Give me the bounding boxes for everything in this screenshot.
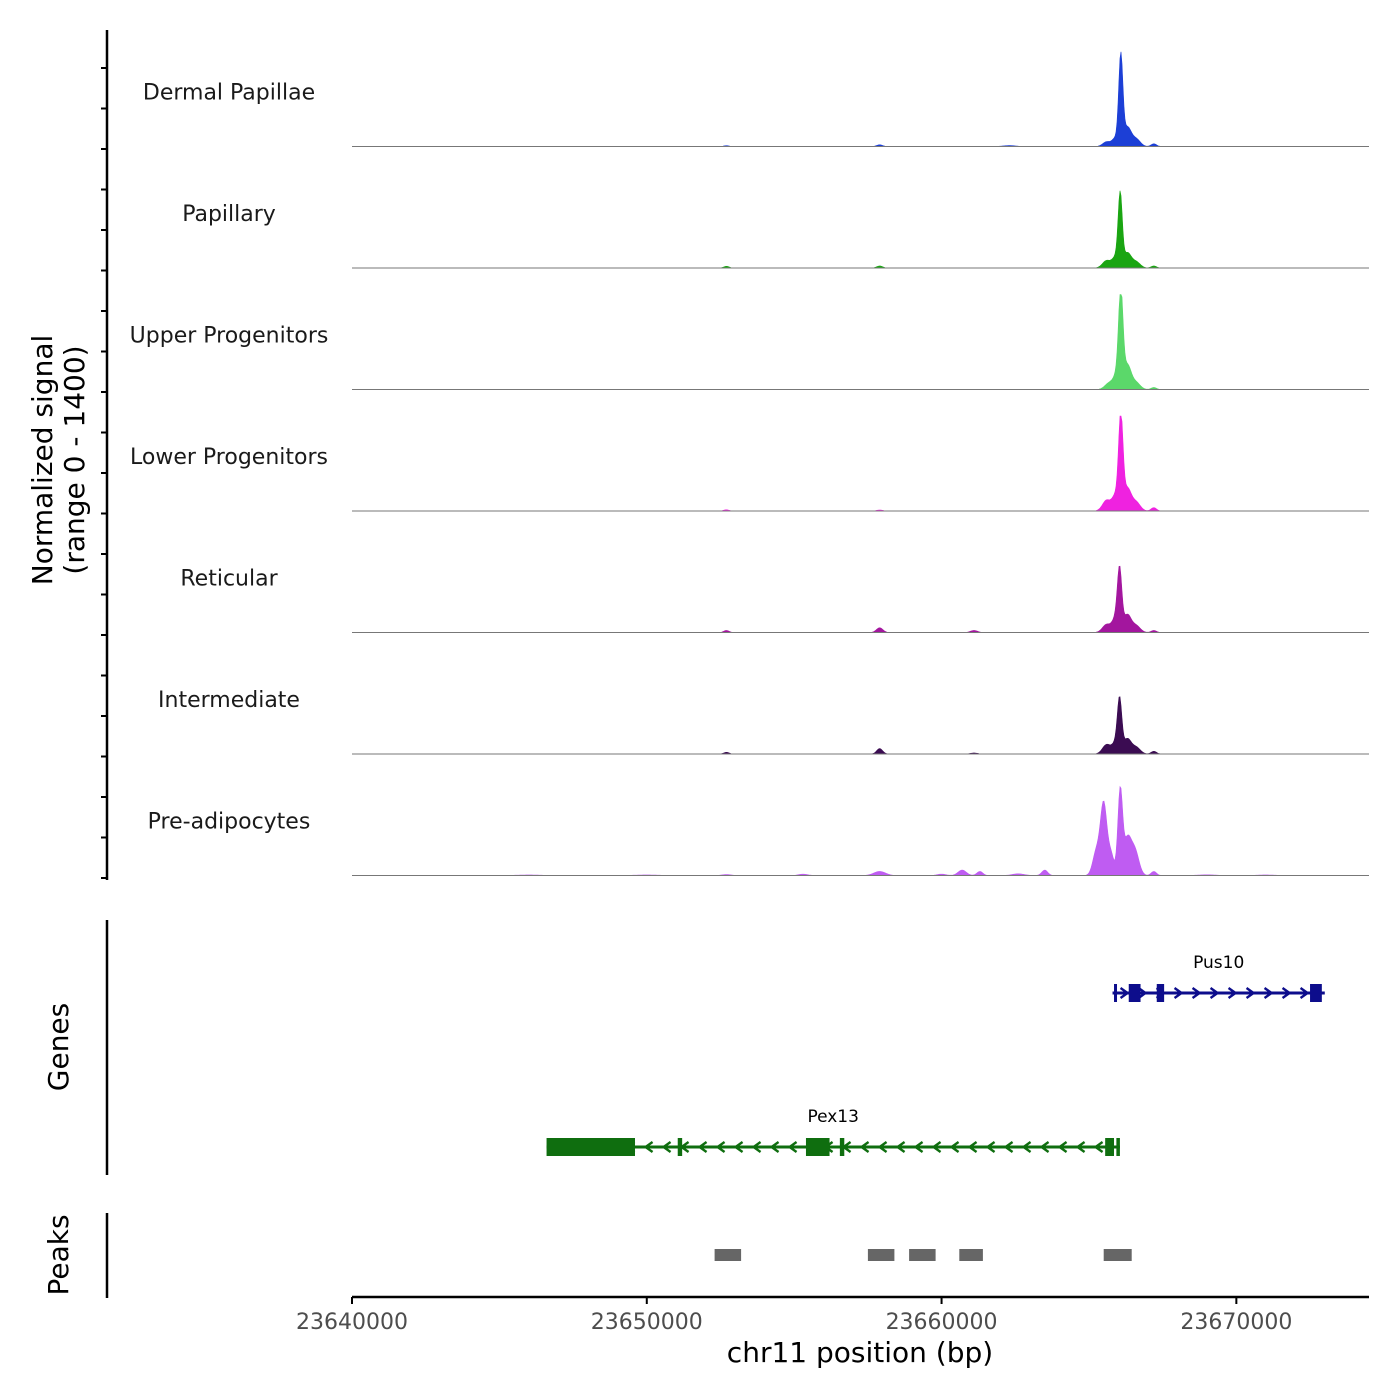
signal-track: Dermal Papillae: [143, 51, 1369, 147]
gene-pus10: Pus10: [1112, 953, 1325, 1002]
track-label: Dermal Papillae: [143, 81, 315, 106]
strand-arrow: [1191, 987, 1202, 999]
strand-arrow: [895, 1141, 906, 1153]
signal-area: [352, 190, 1369, 269]
x-axis: 23640000 23650000 23660000 23670000 chr11 p…: [296, 1295, 1369, 1369]
strand-arrow: [1299, 987, 1310, 999]
signal-area: [352, 696, 1369, 755]
y-axis-title-line2: (range 0 - 1400): [58, 345, 91, 574]
gene-exon: [1156, 984, 1165, 1002]
x-tick-label: 23670000: [1180, 1310, 1292, 1335]
strand-arrow: [715, 1141, 726, 1153]
signal-area: [352, 415, 1369, 512]
peak-region: [1103, 1249, 1132, 1261]
gene-exon: [1105, 1138, 1115, 1156]
peak-panel: Peaks: [42, 1213, 1132, 1298]
strand-arrow: [1137, 987, 1148, 999]
strand-arrow: [1093, 1141, 1104, 1153]
strand-arrow: [931, 1141, 942, 1153]
strand-arrow: [949, 1141, 960, 1153]
signal-track: Upper Progenitors: [130, 294, 1369, 390]
strand-arrow: [697, 1141, 708, 1153]
strand-arrow: [661, 1141, 672, 1153]
signal-track: Reticular: [180, 565, 1369, 633]
gene-exon: [546, 1138, 635, 1156]
gene-label: Pus10: [1193, 953, 1244, 973]
strand-arrow: [1003, 1141, 1014, 1153]
track-label: Lower Progenitors: [130, 445, 328, 470]
track-label: Reticular: [180, 567, 278, 592]
strand-arrow: [1263, 987, 1274, 999]
x-tick-label: 23660000: [886, 1310, 998, 1335]
track-label: Papillary: [182, 202, 276, 227]
strand-arrow: [1245, 987, 1256, 999]
peak-region: [909, 1249, 936, 1261]
strand-arrow: [913, 1141, 924, 1153]
track-label: Intermediate: [158, 688, 300, 713]
gene-exon: [1114, 984, 1118, 1002]
gene-panel: Genes Pus10 Pex13: [42, 920, 1325, 1175]
gene-exon: [805, 1138, 830, 1156]
signal-area: [352, 565, 1369, 633]
strand-arrow: [1209, 987, 1220, 999]
strand-arrow: [1075, 1141, 1086, 1153]
peak-region: [959, 1249, 983, 1261]
signal-track: Papillary: [182, 190, 1369, 269]
strand-arrow: [769, 1141, 780, 1153]
y-axis-title-line1: Normalized signal: [26, 335, 59, 586]
strand-arrow: [1227, 987, 1238, 999]
x-tick-label: 23650000: [591, 1310, 703, 1335]
strand-arrow: [1057, 1141, 1068, 1153]
strand-arrow: [1039, 1141, 1050, 1153]
strand-arrow: [787, 1141, 798, 1153]
x-axis-title: chr11 position (bp): [727, 1336, 993, 1369]
gene-label: Pex13: [807, 1107, 859, 1127]
track-label: Pre-adipocytes: [148, 810, 311, 835]
strand-arrow: [1119, 987, 1130, 999]
strand-arrow: [985, 1141, 996, 1153]
strand-arrow: [733, 1141, 744, 1153]
signal-track: Lower Progenitors: [130, 415, 1369, 512]
strand-arrow: [1173, 987, 1184, 999]
signal-area: [352, 51, 1369, 147]
signal-area: [352, 294, 1369, 390]
x-tick-label: 23640000: [296, 1310, 408, 1335]
strand-arrow: [859, 1141, 870, 1153]
genes-axis-title: Genes: [42, 1003, 75, 1091]
peaks-axis-title: Peaks: [42, 1214, 75, 1295]
strand-arrow: [1021, 1141, 1032, 1153]
peak-region: [714, 1249, 742, 1261]
strand-arrow: [1281, 987, 1292, 999]
gene-exon: [839, 1138, 845, 1156]
signal-track: Pre-adipocytes: [148, 785, 1369, 876]
gene-exon: [1310, 984, 1322, 1002]
strand-arrow: [877, 1141, 888, 1153]
track-label: Upper Progenitors: [130, 324, 329, 349]
gene-exon: [677, 1138, 683, 1156]
gene-pex13: Pex13: [546, 1107, 1120, 1156]
signal-area: [352, 785, 1369, 876]
signal-panel: Normalized signal (range 0 - 1400) Derma…: [26, 30, 1369, 880]
gene-exon: [1128, 984, 1141, 1002]
signal-track: Intermediate: [158, 688, 1369, 755]
strand-arrow: [751, 1141, 762, 1153]
gene-exon: [1116, 1138, 1120, 1156]
peak-region: [867, 1249, 895, 1261]
strand-arrow: [643, 1141, 654, 1153]
strand-arrow: [967, 1141, 978, 1153]
